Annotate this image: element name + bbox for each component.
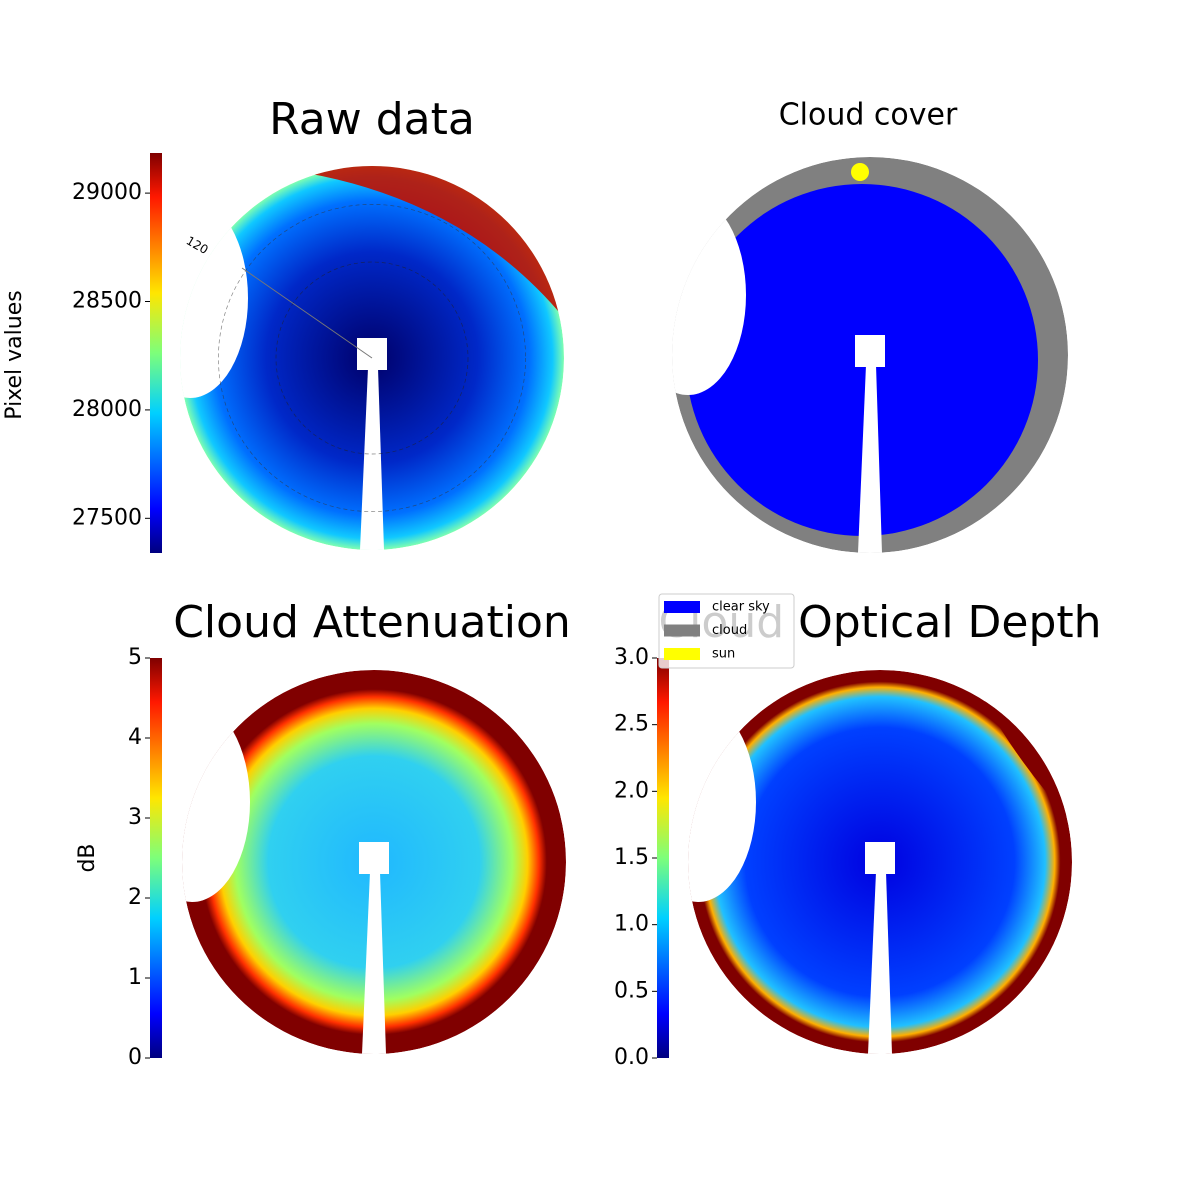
colorbar: [657, 658, 669, 1058]
colorbar-tick-label: 4: [128, 725, 142, 750]
horizon-notch: [672, 195, 746, 395]
sky-image: [180, 166, 564, 550]
cloud-edge: [252, 166, 564, 318]
colorbar: [150, 658, 162, 1058]
panel-title: Cloud Attenuation: [173, 597, 571, 648]
sky-image: [672, 157, 1068, 553]
colorbar-label: dB: [75, 843, 100, 872]
mast: [360, 368, 384, 550]
horizon-notch: [182, 702, 250, 902]
legend-label: cloud: [712, 623, 747, 638]
mast-box: [359, 842, 389, 874]
colorbar-tick-label: 5: [128, 645, 142, 670]
colorbar-tick-label: 28000: [72, 397, 142, 422]
colorbar-tick-label: 3.0: [614, 645, 649, 670]
colorbar-tick-label: 28500: [72, 289, 142, 314]
polar-grid: [275, 261, 469, 455]
horizon-notch: [688, 702, 756, 902]
colorbar-tick-label: 3: [128, 805, 142, 830]
panel-title: Raw data: [269, 94, 475, 145]
legend-label: clear sky: [712, 600, 770, 615]
mast: [868, 872, 892, 1054]
horizon-notch: [180, 198, 248, 398]
polar-grid: [218, 204, 526, 512]
panel-title: Cloud cover: [779, 98, 958, 133]
colorbar-tick-label: 1.0: [614, 912, 649, 937]
colorbar-tick-label: 2.0: [614, 778, 649, 803]
legend-label: sun: [712, 647, 735, 662]
colorbar-tick-label: 1.5: [614, 845, 649, 870]
colorbar-label: Pixel values: [2, 290, 27, 419]
sky-image: [688, 670, 1072, 1054]
colorbar-tick-label: 1: [128, 965, 142, 990]
legend-swatch: [664, 624, 700, 637]
sky-image: [182, 670, 566, 1054]
mast: [362, 872, 386, 1054]
colorbar-tick-label: 0.5: [614, 978, 649, 1003]
colorbar-tick-label: 0: [128, 1045, 142, 1070]
annotation: 120: [184, 234, 211, 258]
mast: [858, 365, 882, 553]
polar-grid: [241, 267, 373, 359]
colorbar: [150, 153, 162, 553]
colorbar-tick-label: 2: [128, 885, 142, 910]
mast-box: [855, 335, 885, 367]
legend-swatch: [664, 601, 700, 613]
colorbar-tick-label: 2.5: [614, 712, 649, 737]
mast-box: [865, 842, 895, 874]
colorbar-tick-label: 27500: [72, 505, 142, 530]
sun-marker: [851, 163, 869, 181]
mast-box: [357, 338, 387, 370]
legend-swatch: [664, 648, 700, 660]
colorbar-tick-label: 29000: [72, 180, 142, 205]
colorbar-tick-label: 0.0: [614, 1045, 649, 1070]
